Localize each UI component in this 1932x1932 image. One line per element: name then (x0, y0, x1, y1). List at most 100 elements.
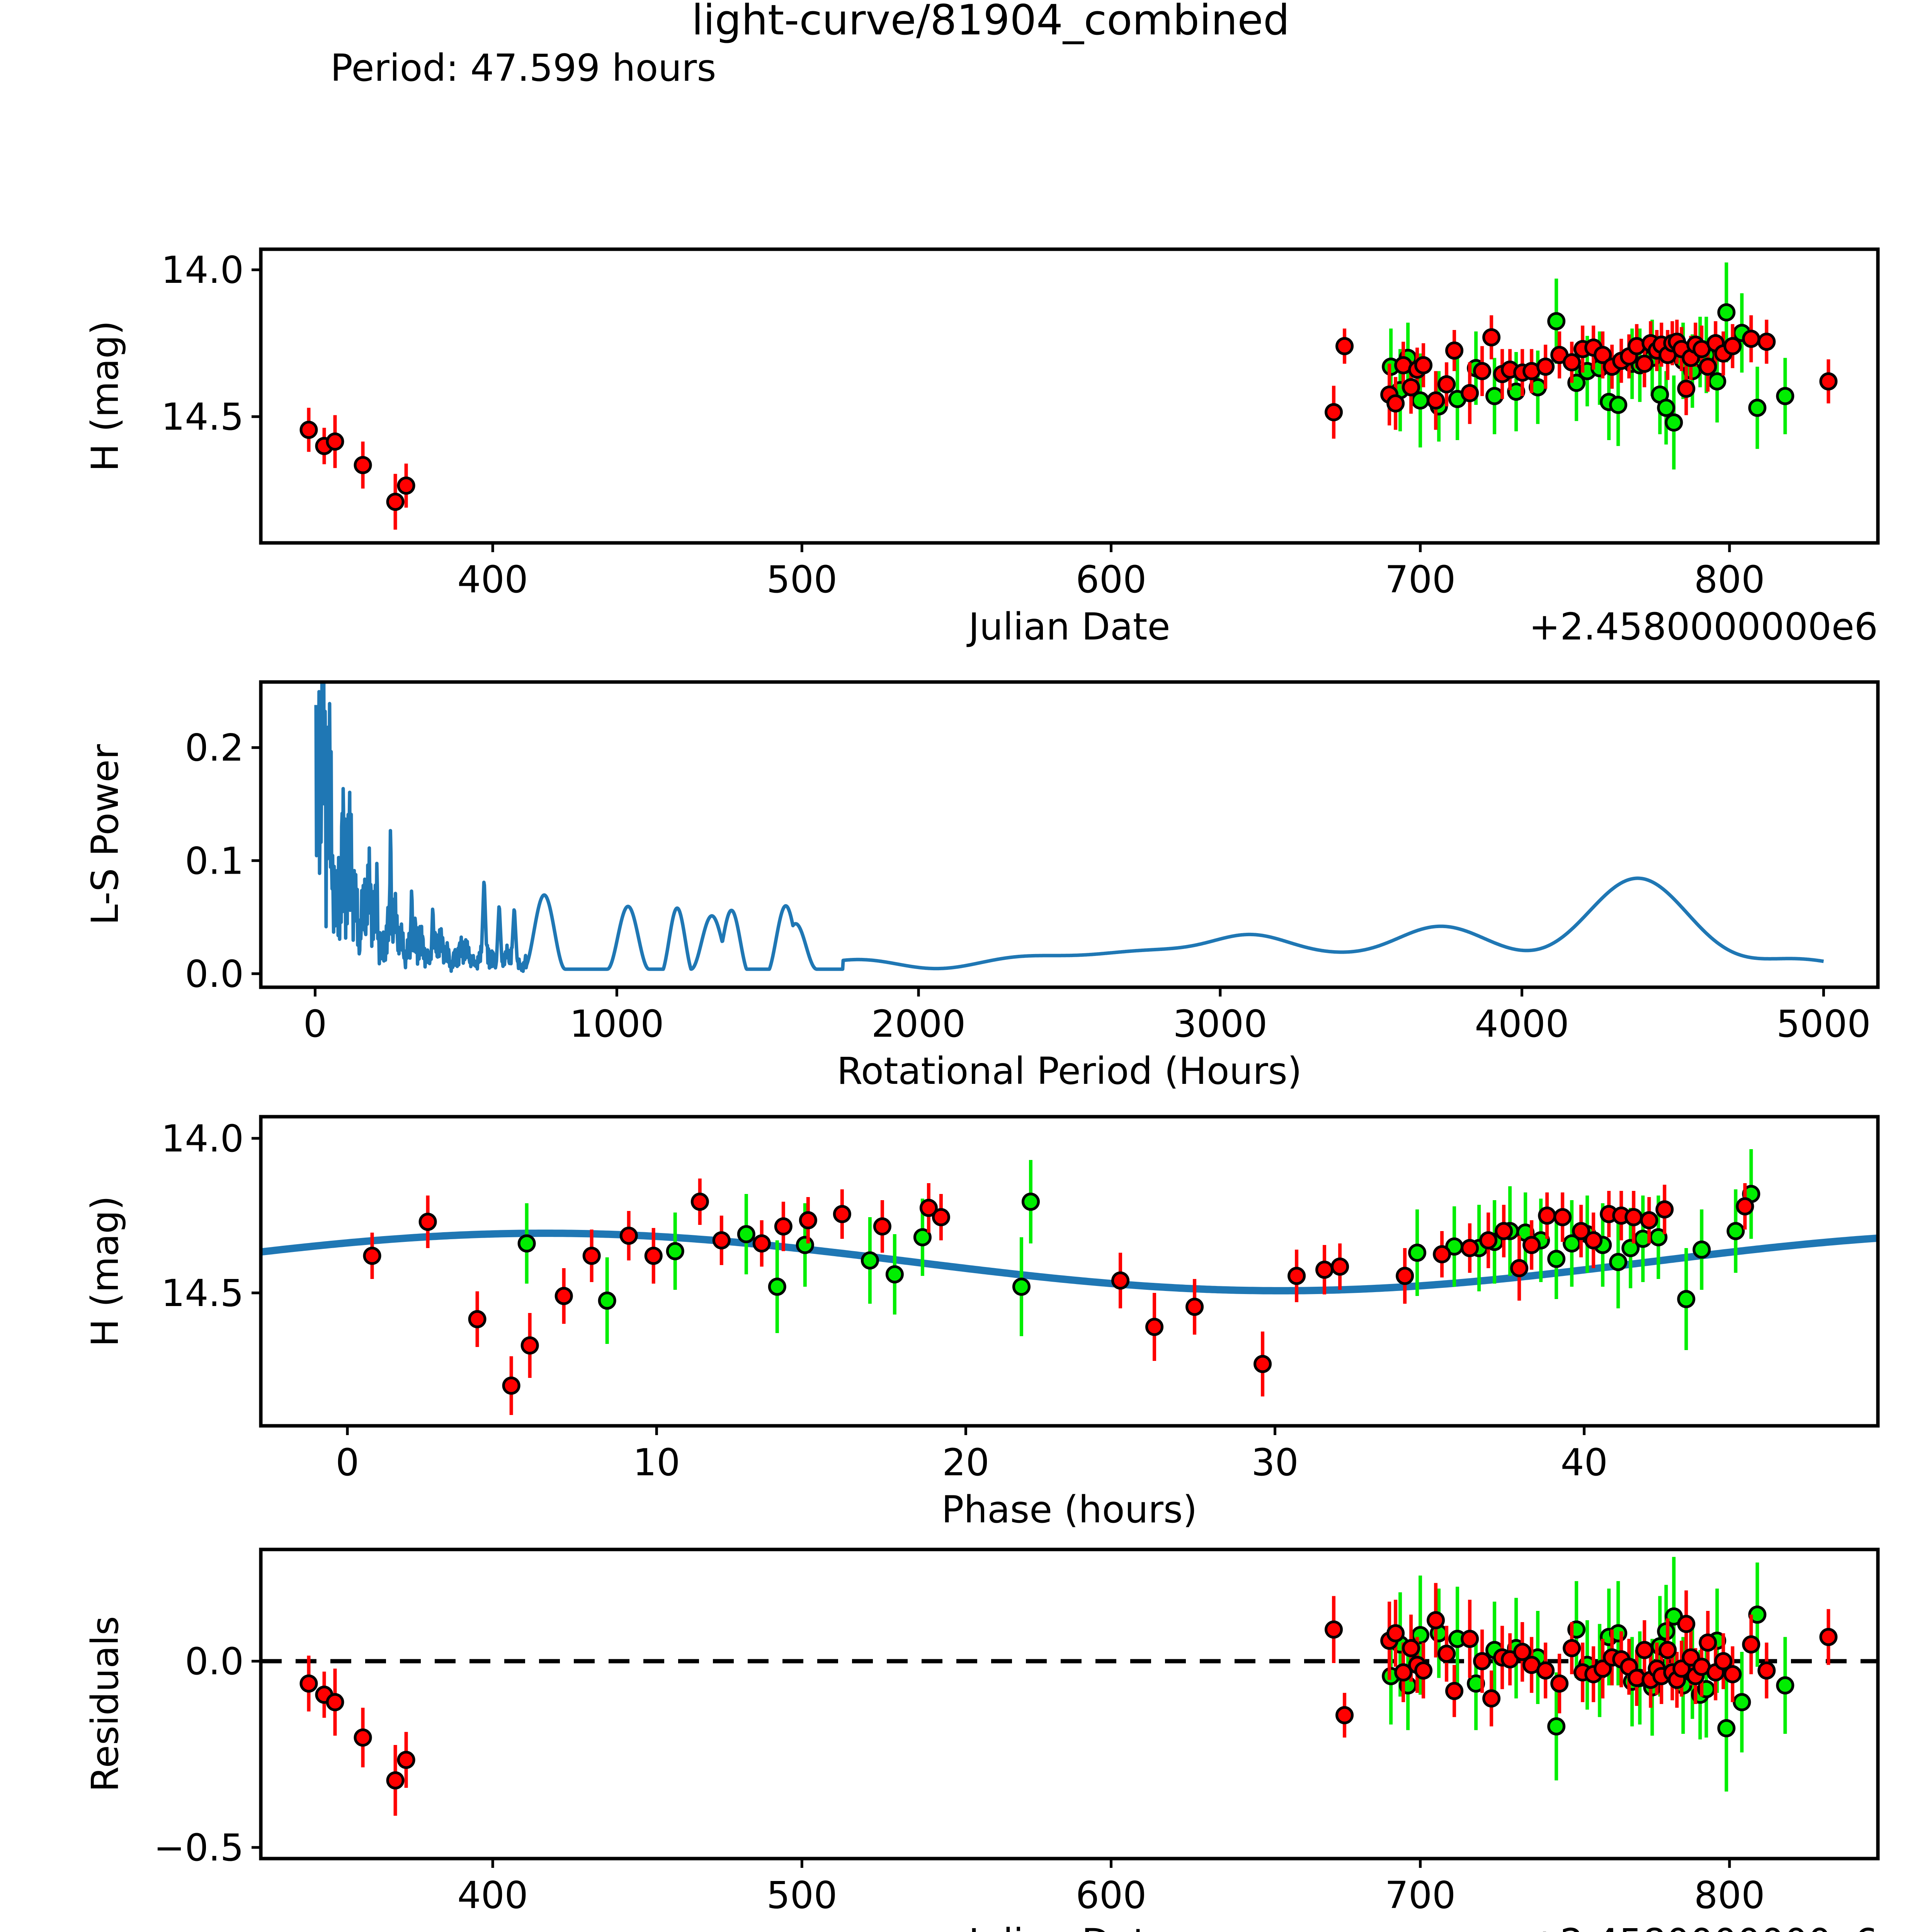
series-green (517, 1149, 1760, 1350)
data-point (1396, 1267, 1414, 1285)
data-point (1145, 1318, 1164, 1336)
panel-phase: 0 10 20 30 40 14.0 14.5 Phase (hours) H (mag) (83, 1115, 1880, 1531)
data-point (1609, 1253, 1628, 1271)
x-tick-label: 0 (336, 1441, 359, 1484)
y-tick-label: 0.0 (185, 952, 244, 996)
data-point (1699, 357, 1717, 376)
y-tick-label: 0.2 (185, 726, 244, 770)
data-point (468, 1310, 486, 1328)
panel-periodogram: 0 1000 2000 3000 4000 5000 0.0 0.1 0.2 Rotational… (83, 680, 1880, 1093)
data-point (1185, 1298, 1204, 1316)
data-point (1437, 1645, 1456, 1663)
data-point (1482, 1689, 1501, 1708)
data-point (1522, 1236, 1541, 1254)
data-point (861, 1251, 879, 1270)
y-axis-label: Residuals (83, 1616, 127, 1792)
data-point (913, 1228, 932, 1247)
axes-frame (259, 680, 1880, 989)
data-point (1408, 1243, 1427, 1262)
data-point (1536, 357, 1555, 376)
x-axis-label: Julian Date (966, 1921, 1170, 1932)
data-point (1672, 1659, 1691, 1678)
y-tick-label: −0.5 (154, 1826, 244, 1869)
data-point (1510, 1259, 1529, 1277)
data-point (326, 1693, 344, 1711)
data-point (1677, 1290, 1696, 1308)
y-tick-label: 14.0 (161, 1117, 244, 1160)
data-point (1726, 1222, 1745, 1240)
data-point (1012, 1277, 1031, 1296)
data-point (1723, 337, 1742, 355)
data-point (1819, 1628, 1838, 1646)
x-tick-label: 500 (767, 1874, 837, 1917)
data-point (1717, 1719, 1736, 1738)
data-point (326, 432, 344, 451)
x-axis-label: Phase (hours) (942, 1488, 1197, 1531)
data-point (873, 1217, 891, 1236)
data-point (517, 1234, 536, 1253)
data-point (1584, 1231, 1603, 1250)
data-point (582, 1247, 601, 1265)
data-point (1386, 1624, 1405, 1643)
x-axis-offset-label: +2.4580000000e6 (1529, 605, 1878, 648)
data-point (354, 1728, 372, 1747)
data-point (1315, 1260, 1334, 1279)
data-point (397, 1751, 415, 1769)
data-point (386, 1771, 405, 1790)
data-point (1547, 1250, 1566, 1268)
x-tick-label: 1000 (570, 1002, 664, 1046)
y-axis-label: H (mag) (83, 1196, 127, 1347)
x-tick-label: 600 (1076, 1874, 1146, 1917)
data-point (690, 1192, 709, 1211)
data-point (1692, 1240, 1711, 1259)
data-point (1473, 1652, 1492, 1670)
data-point (932, 1208, 950, 1226)
data-point (1699, 1633, 1717, 1652)
data-point (1479, 1231, 1498, 1250)
data-point (1563, 353, 1581, 372)
axes-frame (259, 1548, 1880, 1861)
x-tick-label: 2000 (871, 1002, 966, 1046)
data-point (1253, 1355, 1272, 1373)
data-point (1427, 1611, 1445, 1629)
data-point (1461, 384, 1479, 402)
data-point (1594, 1659, 1612, 1678)
data-point (299, 1674, 318, 1693)
data-point (737, 1225, 755, 1243)
data-point (1495, 1222, 1513, 1240)
data-point (885, 1265, 904, 1284)
data-point (1402, 378, 1420, 396)
data-point (1461, 1629, 1479, 1648)
data-point (1609, 396, 1628, 414)
data-point (774, 1217, 793, 1236)
data-point (1335, 337, 1354, 355)
x-tick-label: 800 (1694, 1874, 1765, 1917)
data-point (799, 1211, 817, 1230)
x-tick-label: 40 (1561, 1441, 1608, 1484)
data-point (1335, 1706, 1354, 1725)
x-tick-label: 10 (633, 1441, 680, 1484)
period-annotation: Period: 47.599 hours (330, 46, 716, 90)
x-tick-label: 600 (1076, 558, 1146, 601)
data-point (1473, 362, 1492, 380)
data-point (502, 1376, 520, 1395)
data-point (1445, 1682, 1464, 1700)
data-point (1331, 1257, 1349, 1276)
data-point (1776, 387, 1794, 405)
data-point (1386, 394, 1405, 413)
data-point (644, 1247, 663, 1265)
data-point (1111, 1271, 1130, 1290)
data-point (796, 1236, 814, 1254)
y-tick-label: 14.5 (161, 1272, 244, 1315)
series-red (363, 1179, 1754, 1415)
data-point (1655, 1200, 1674, 1219)
figure-title: light-curve/81904_combined (692, 0, 1290, 44)
data-point (1414, 356, 1433, 374)
data-point (1635, 1641, 1654, 1659)
data-point (1538, 1206, 1556, 1225)
data-point (919, 1199, 938, 1217)
data-point (1563, 1639, 1581, 1657)
data-point (1536, 1661, 1555, 1680)
x-tick-label: 400 (457, 558, 528, 601)
data-point (1485, 387, 1504, 405)
